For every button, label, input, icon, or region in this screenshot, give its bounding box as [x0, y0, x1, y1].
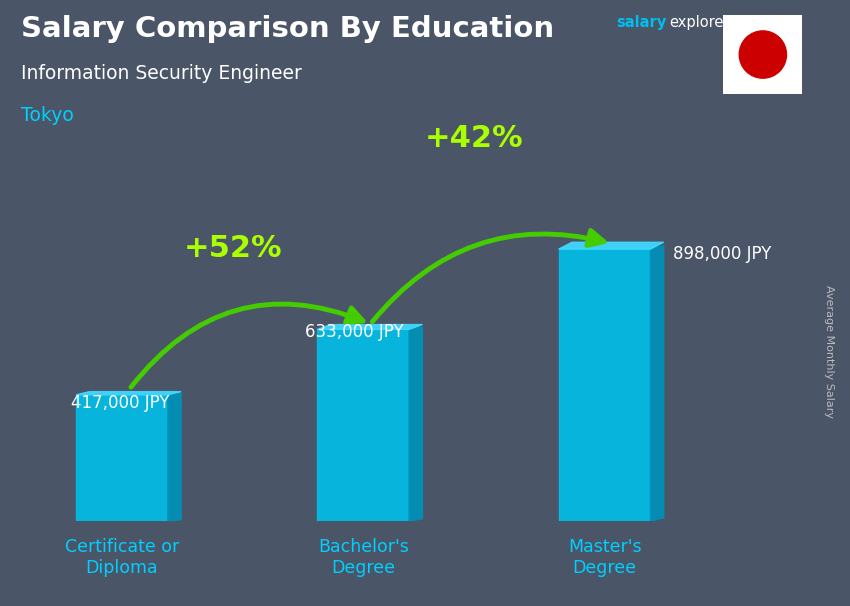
- Polygon shape: [76, 391, 181, 395]
- Text: Information Security Engineer: Information Security Engineer: [21, 64, 302, 82]
- Text: Average Monthly Salary: Average Monthly Salary: [824, 285, 834, 418]
- FancyArrowPatch shape: [372, 230, 604, 322]
- Polygon shape: [317, 325, 422, 330]
- Text: Salary Comparison By Education: Salary Comparison By Education: [21, 15, 554, 43]
- Polygon shape: [76, 395, 167, 521]
- Text: 633,000 JPY: 633,000 JPY: [305, 323, 404, 341]
- Text: 417,000 JPY: 417,000 JPY: [71, 395, 170, 413]
- Text: explorer.com: explorer.com: [669, 15, 764, 30]
- Text: salary: salary: [616, 15, 666, 30]
- Text: 898,000 JPY: 898,000 JPY: [673, 245, 772, 262]
- Text: +52%: +52%: [184, 234, 282, 263]
- Polygon shape: [558, 249, 650, 521]
- Polygon shape: [167, 393, 181, 521]
- Polygon shape: [409, 327, 422, 521]
- Text: Tokyo: Tokyo: [21, 106, 74, 125]
- Circle shape: [740, 31, 786, 78]
- FancyArrowPatch shape: [131, 304, 363, 387]
- Polygon shape: [317, 330, 409, 521]
- Text: +42%: +42%: [425, 124, 524, 153]
- Polygon shape: [650, 245, 664, 521]
- Polygon shape: [558, 242, 664, 249]
